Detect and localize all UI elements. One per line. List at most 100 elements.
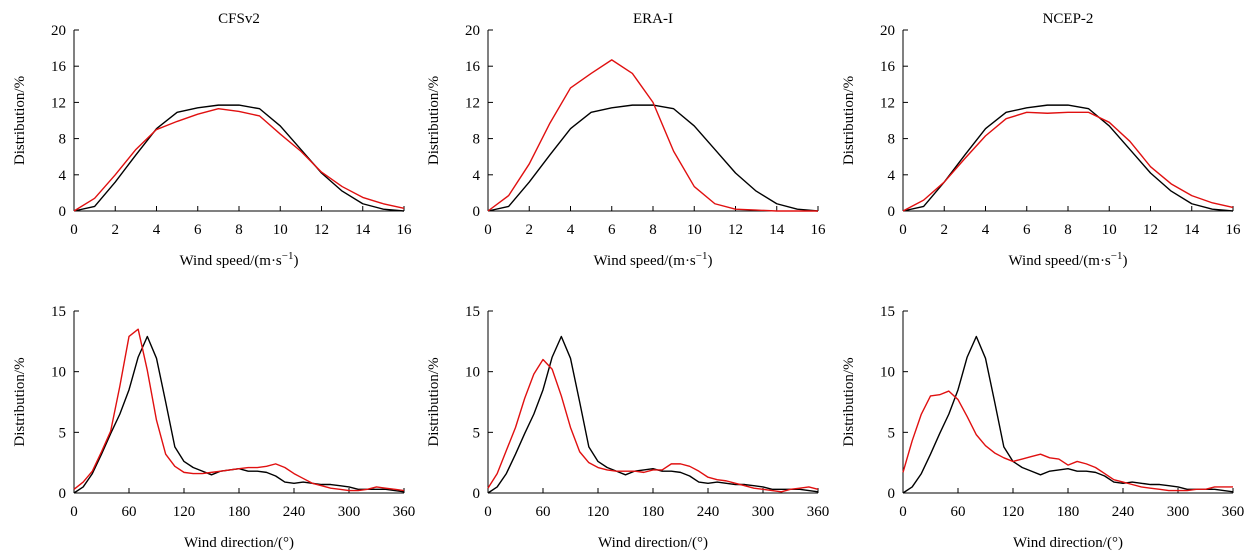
chart-panel-6: 0 5 10 15 0 60 120 180 240 300 360 Wind direction/(… — [841, 304, 1244, 551]
x-tick-label: 240 — [697, 504, 720, 520]
panel-title: CFSv2 — [218, 11, 260, 27]
y-tick-label: 10 — [880, 365, 895, 381]
x-tick-label: 0 — [484, 504, 492, 520]
x-axis-label: Wind speed/(m·s−1) — [593, 250, 712, 269]
x-tick-label: 0 — [484, 222, 492, 238]
y-tick-label: 4 — [59, 168, 67, 184]
x-tick-label: 12 — [314, 222, 329, 238]
y-tick-label: 12 — [880, 95, 895, 111]
x-tick-label: 120 — [587, 504, 610, 520]
x-axis-label-tail: ) — [294, 253, 299, 269]
y-tick-label: 16 — [880, 59, 896, 75]
y-tick-label: 20 — [880, 23, 895, 39]
x-tick-label: 4 — [982, 222, 990, 238]
y-tick-label: 4 — [473, 168, 481, 184]
x-tick-label: 300 — [338, 504, 361, 520]
series-line-red — [902, 390, 1233, 492]
x-tick-label: 120 — [173, 504, 196, 520]
x-tick-label: 180 — [1057, 504, 1080, 520]
x-tick-label: 360 — [1222, 504, 1245, 520]
y-axis-label: Distribution/% — [841, 76, 857, 165]
x-tick-label: 300 — [752, 504, 775, 520]
series-line-red — [73, 108, 405, 212]
x-axis-label-main: Wind speed/(m·s — [593, 253, 695, 269]
x-tick-label: 10 — [1102, 222, 1117, 238]
y-tick-label: 5 — [473, 425, 481, 441]
panel-title: ERA-I — [633, 11, 673, 27]
x-tick-label: 4 — [567, 222, 575, 238]
chart-panel-1: CFSv2 0 4 8 12 16 20 0 2 4 6 8 10 12 14 16 Wind speed/(m… — [12, 11, 412, 269]
y-tick-label: 0 — [473, 486, 481, 502]
series-line-red — [902, 111, 1234, 212]
x-tick-label: 16 — [397, 222, 413, 238]
x-tick-label: 4 — [153, 222, 161, 238]
y-tick-label: 0 — [888, 204, 896, 220]
y-tick-label: 15 — [51, 304, 66, 320]
x-tick-label: 16 — [811, 222, 827, 238]
y-tick-label: 5 — [59, 425, 67, 441]
y-tick-label: 20 — [51, 23, 66, 39]
x-tick-label: 14 — [1184, 222, 1200, 238]
y-tick-label: 10 — [51, 365, 66, 381]
x-tick-label: 12 — [728, 222, 743, 238]
series-line-black — [902, 104, 1234, 212]
x-tick-label: 8 — [235, 222, 243, 238]
x-tick-label: 240 — [1112, 504, 1135, 520]
series-line-black — [73, 335, 405, 494]
x-axis-label: Wind direction/(°) — [184, 535, 294, 551]
y-tick-label: 20 — [465, 23, 480, 39]
x-axis-label-exponent: −1 — [696, 250, 708, 262]
y-axis-label: Distribution/% — [12, 357, 28, 446]
y-tick-label: 8 — [473, 132, 481, 148]
x-tick-label: 300 — [1167, 504, 1190, 520]
series-line-black — [487, 104, 819, 212]
x-tick-label: 60 — [951, 504, 966, 520]
x-axis-label-tail: ) — [1123, 253, 1128, 269]
x-axis-label-main: Wind direction/(°) — [1013, 535, 1123, 551]
y-tick-label: 0 — [888, 486, 896, 502]
y-tick-label: 12 — [465, 95, 480, 111]
chart-panel-2: ERA-I 0 4 8 12 16 20 0 2 4 6 8 10 12 14 16 Wind speed/(m… — [426, 11, 826, 269]
x-tick-label: 60 — [536, 504, 551, 520]
x-tick-label: 60 — [122, 504, 137, 520]
x-axis-label: Wind speed/(m·s−1) — [1008, 250, 1127, 269]
y-tick-label: 16 — [465, 59, 481, 75]
x-tick-label: 10 — [273, 222, 288, 238]
chart-panel-5: 0 5 10 15 0 60 120 180 240 300 360 Wind direction/(… — [426, 304, 829, 551]
y-tick-label: 15 — [465, 304, 480, 320]
x-axis-label-main: Wind direction/(°) — [598, 535, 708, 551]
x-axis-label-tail: ) — [708, 253, 713, 269]
y-axis-label: Distribution/% — [426, 76, 442, 165]
y-axis-label: Distribution/% — [426, 357, 442, 446]
x-tick-label: 0 — [899, 222, 907, 238]
chart-panel-3: NCEP-2 0 4 8 12 16 20 0 2 4 6 8 10 12 14 16 Wind speed/(… — [841, 11, 1241, 269]
panel-title: NCEP-2 — [1043, 11, 1094, 27]
x-tick-label: 180 — [642, 504, 665, 520]
x-tick-label: 2 — [526, 222, 534, 238]
chart-panel-4: 0 5 10 15 0 60 120 180 240 300 360 Wind direction/(… — [12, 304, 415, 551]
y-tick-label: 0 — [59, 204, 67, 220]
x-tick-label: 10 — [687, 222, 702, 238]
x-axis-label: Wind direction/(°) — [598, 535, 708, 551]
y-tick-label: 5 — [888, 425, 896, 441]
x-tick-label: 2 — [112, 222, 120, 238]
x-tick-label: 6 — [608, 222, 616, 238]
x-tick-label: 180 — [228, 504, 251, 520]
y-tick-label: 12 — [51, 95, 66, 111]
x-axis-label-main: Wind speed/(m·s — [1008, 253, 1110, 269]
x-tick-label: 120 — [1002, 504, 1025, 520]
y-tick-label: 8 — [888, 132, 896, 148]
x-tick-label: 360 — [393, 504, 416, 520]
x-tick-label: 6 — [1023, 222, 1031, 238]
series-line-black — [73, 104, 405, 212]
y-axis-label: Distribution/% — [12, 76, 28, 165]
series-line-black — [487, 335, 819, 494]
x-tick-label: 2 — [941, 222, 949, 238]
y-tick-label: 15 — [880, 304, 895, 320]
x-axis-label-exponent: −1 — [1111, 250, 1123, 262]
y-axis-label: Distribution/% — [841, 357, 857, 446]
x-tick-label: 14 — [769, 222, 785, 238]
series-line-red — [73, 328, 405, 492]
x-tick-label: 8 — [649, 222, 657, 238]
x-tick-label: 240 — [283, 504, 306, 520]
